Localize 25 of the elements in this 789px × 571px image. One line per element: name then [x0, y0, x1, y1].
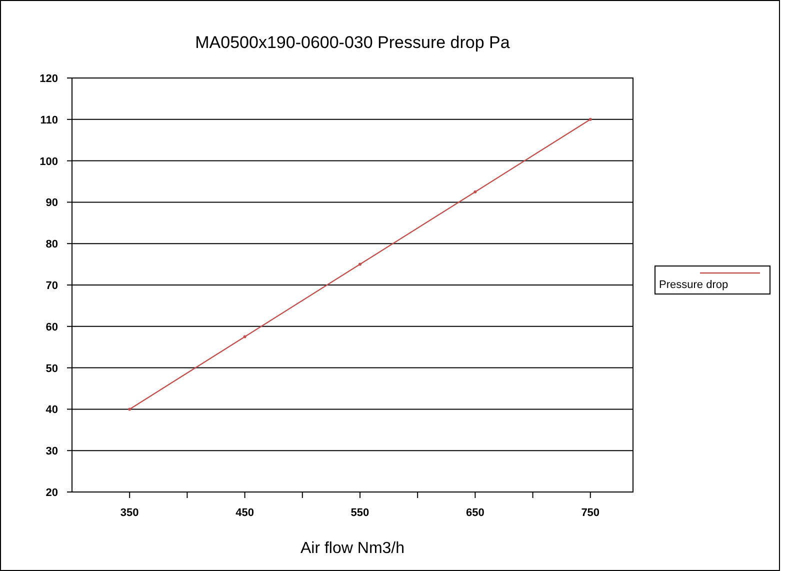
y-tick-label: 70: [46, 280, 58, 292]
y-tick-label: 120: [40, 73, 58, 85]
point: [588, 118, 592, 121]
chart-title: MA0500x190-0600-030 Pressure drop Pa: [195, 33, 510, 52]
point: [358, 262, 362, 266]
x-tick-label: 650: [466, 507, 484, 519]
y-tick-label: 50: [46, 362, 58, 375]
point: [474, 190, 477, 194]
y-tick-label: 80: [46, 238, 58, 251]
y-tick-label: 100: [40, 156, 58, 168]
text: Pressure drop: [659, 279, 728, 291]
x-tick-label: 550: [350, 507, 370, 519]
x-axis-title: Air flow Nm3/h: [300, 540, 405, 557]
y-tick-label: 20: [46, 487, 58, 499]
point: [128, 408, 132, 411]
x-tick-label: 450: [236, 507, 254, 519]
y-tick-label: 30: [46, 446, 58, 458]
y-tick-label: 110: [40, 114, 58, 126]
y-tick-label: 40: [46, 404, 58, 416]
y-tick-label: 90: [46, 197, 58, 210]
point: [243, 335, 246, 338]
y-tick-label: 60: [46, 321, 58, 334]
x-tick-label: 750: [581, 507, 600, 519]
line-series: [128, 118, 592, 411]
x-tick-label: 350: [120, 507, 139, 519]
